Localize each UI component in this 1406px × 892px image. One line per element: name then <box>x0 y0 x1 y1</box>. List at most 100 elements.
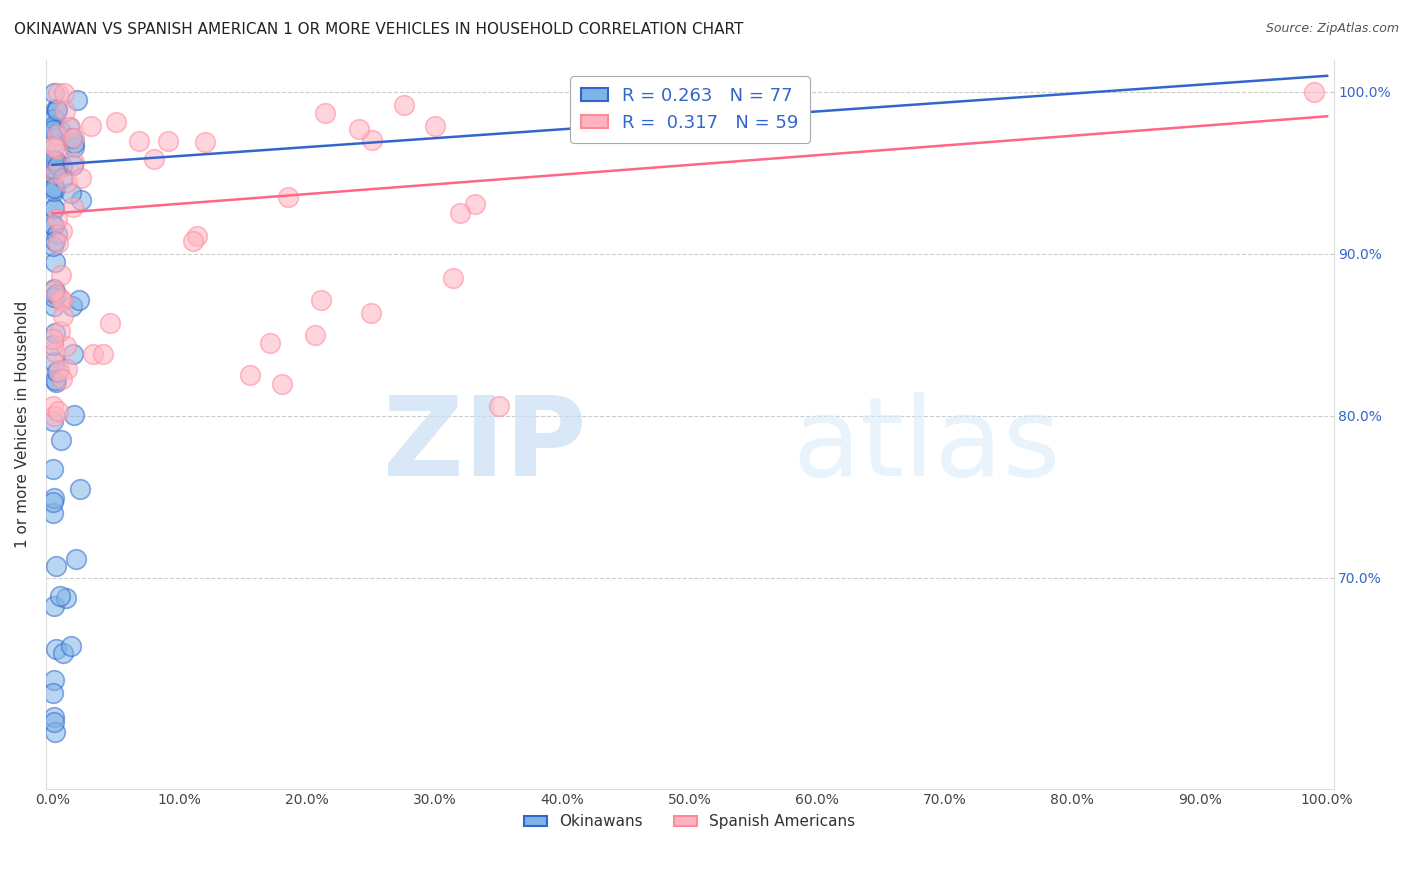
Point <box>42 337 65 351</box>
Point <box>69 482 91 496</box>
Point <box>423 120 446 134</box>
Point <box>42 120 65 134</box>
Legend: Okinawans, Spanish Americans: Okinawans, Spanish Americans <box>519 808 860 836</box>
Point <box>46 227 69 241</box>
Point <box>44 119 66 133</box>
Point <box>42 162 65 177</box>
Point <box>42 86 65 100</box>
Point <box>259 335 281 350</box>
Point <box>44 158 66 172</box>
Point <box>56 362 79 376</box>
Point <box>66 94 89 108</box>
Point <box>42 112 65 126</box>
Point <box>44 140 66 154</box>
Point <box>42 673 65 687</box>
Point <box>63 136 86 150</box>
Point <box>42 332 65 346</box>
Point <box>42 239 65 253</box>
Point <box>69 194 91 208</box>
Point <box>49 268 72 282</box>
Point <box>52 171 75 186</box>
Point <box>42 355 65 369</box>
Point <box>46 142 69 156</box>
Point <box>181 234 204 248</box>
Point <box>59 120 82 135</box>
Point <box>55 339 77 353</box>
Point <box>156 134 179 148</box>
Point <box>51 160 73 174</box>
Point <box>1303 85 1326 99</box>
Point <box>44 181 66 195</box>
Point <box>62 201 84 215</box>
Point <box>82 347 104 361</box>
Point <box>44 725 66 739</box>
Point <box>46 103 69 117</box>
Point <box>449 206 471 220</box>
Point <box>45 642 67 657</box>
Text: atlas: atlas <box>793 392 1062 500</box>
Point <box>48 123 70 137</box>
Point <box>488 399 510 413</box>
Point <box>52 309 75 323</box>
Point <box>309 293 332 308</box>
Point <box>49 292 72 306</box>
Point <box>46 87 69 101</box>
Point <box>42 219 65 233</box>
Point <box>42 136 65 150</box>
Point <box>42 164 65 178</box>
Point <box>42 202 65 216</box>
Point <box>42 123 65 137</box>
Point <box>53 103 76 118</box>
Point <box>42 201 65 215</box>
Point <box>304 327 326 342</box>
Point <box>52 646 75 660</box>
Y-axis label: 1 or more Vehicles in Household: 1 or more Vehicles in Household <box>15 301 30 548</box>
Point <box>42 300 65 314</box>
Point <box>49 433 72 447</box>
Point <box>55 591 77 606</box>
Point <box>42 161 65 176</box>
Point <box>98 316 121 330</box>
Point <box>441 271 464 285</box>
Point <box>60 640 83 654</box>
Point <box>44 181 66 195</box>
Point <box>79 120 101 134</box>
Point <box>70 171 93 186</box>
Point <box>63 409 86 423</box>
Point <box>45 365 67 379</box>
Text: OKINAWAN VS SPANISH AMERICAN 1 OR MORE VEHICLES IN HOUSEHOLD CORRELATION CHART: OKINAWAN VS SPANISH AMERICAN 1 OR MORE V… <box>14 22 744 37</box>
Point <box>194 135 217 149</box>
Point <box>186 229 208 244</box>
Point <box>270 377 292 392</box>
Point <box>63 130 86 145</box>
Point <box>44 166 66 180</box>
Point <box>53 87 76 101</box>
Point <box>349 121 371 136</box>
Point <box>42 506 65 520</box>
Point <box>46 158 69 172</box>
Point <box>42 714 65 729</box>
Point <box>42 686 65 700</box>
Point <box>42 184 65 198</box>
Point <box>46 404 69 418</box>
Point <box>91 347 114 361</box>
Point <box>45 103 67 117</box>
Point <box>51 293 73 308</box>
Point <box>42 491 65 505</box>
Point <box>42 284 65 298</box>
Point <box>42 120 65 134</box>
Point <box>42 462 65 476</box>
Point <box>46 128 69 142</box>
Point <box>60 131 83 145</box>
Point <box>128 134 150 148</box>
Point <box>45 102 67 116</box>
Point <box>42 283 65 297</box>
Point <box>239 368 262 382</box>
Point <box>42 154 65 169</box>
Point <box>42 153 65 168</box>
Point <box>42 599 65 613</box>
Point <box>42 494 65 508</box>
Point <box>361 134 384 148</box>
Point <box>277 189 299 203</box>
Point <box>48 363 70 377</box>
